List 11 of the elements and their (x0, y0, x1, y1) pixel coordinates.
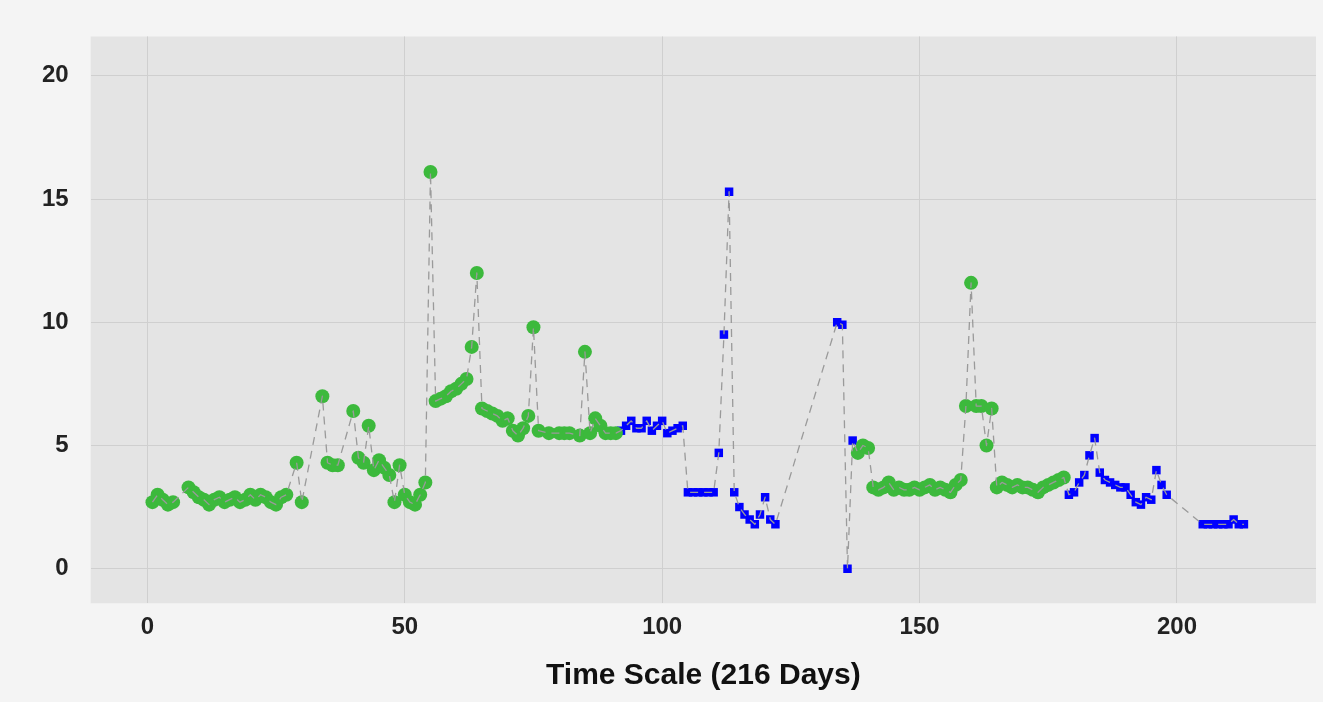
x-tick-label: 0 (140, 612, 155, 640)
x-tick-label: 100 (642, 612, 683, 640)
x-tick-label: 150 (899, 612, 940, 640)
y-tick-label: 0 (55, 553, 69, 581)
y-tick-label: 5 (55, 430, 69, 458)
x-tick-label: 50 (391, 612, 419, 640)
x-tick-label: 200 (1156, 612, 1198, 640)
y-tick-label: 10 (41, 306, 69, 334)
y-tick-label: 20 (41, 60, 69, 88)
x-axis-title: Time Scale (216 Days) (546, 657, 861, 691)
y-tick-label: 15 (41, 183, 69, 211)
